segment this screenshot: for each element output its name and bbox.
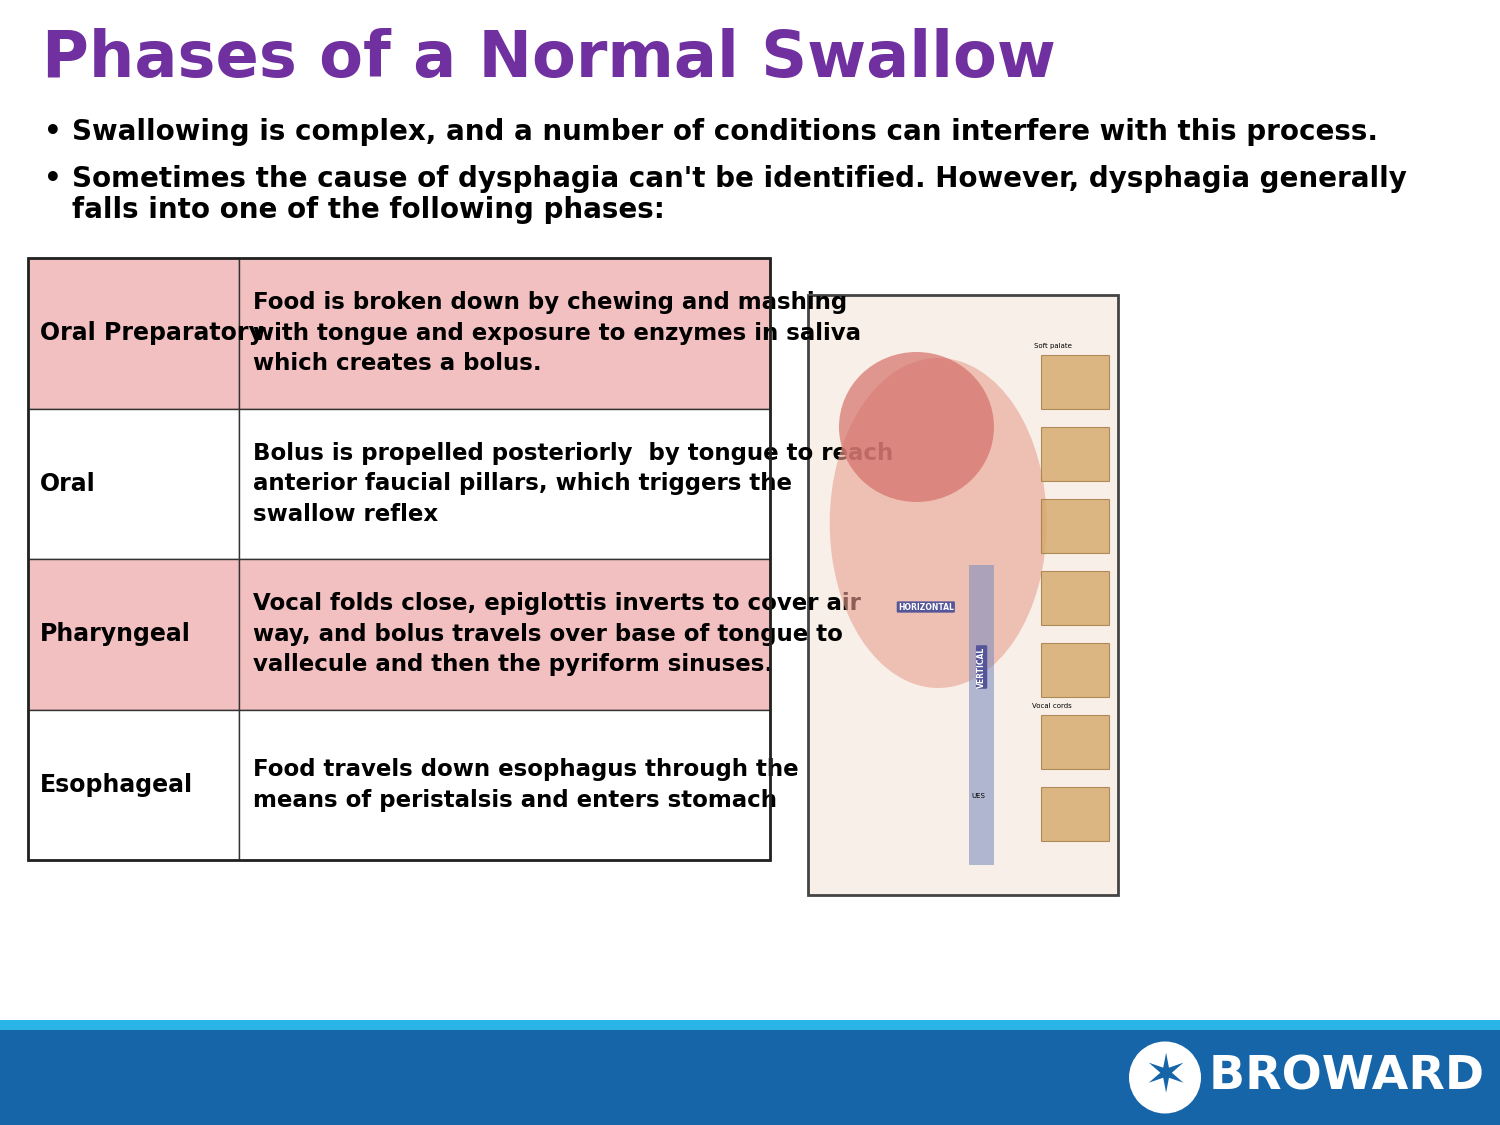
Bar [1041,500,1108,554]
Text: Esophageal: Esophageal [40,773,194,796]
Bar [1041,788,1108,842]
Text: UES: UES [972,793,986,799]
Ellipse shape [839,352,995,502]
Text: BROWARD HEALTH®: BROWARD HEALTH® [1209,1055,1500,1100]
Bar [240,258,770,408]
Ellipse shape [830,358,1047,688]
Bar [240,408,770,559]
Bar [1041,572,1108,626]
Text: ✶: ✶ [1143,1052,1186,1104]
Bar [0,1030,1500,1125]
Text: Bolus is propelled posteriorly  by tongue to reach
anterior faucial pillars, whi: Bolus is propelled posteriorly by tongue… [254,442,894,525]
Bar [969,565,994,865]
Bar [240,559,770,710]
Bar [1041,644,1108,698]
Text: falls into one of the following phases:: falls into one of the following phases: [72,196,664,224]
Text: Pharyngeal: Pharyngeal [40,622,190,646]
Text: HORIZONTAL: HORIZONTAL [898,603,954,612]
Text: Phases of a Normal Swallow: Phases of a Normal Swallow [42,28,1056,90]
Text: Oral: Oral [40,471,96,496]
Bar [28,710,240,860]
Bar [1041,356,1108,410]
Text: Soft palate: Soft palate [1034,343,1071,349]
Text: Food is broken down by chewing and mashing
with tongue and exposure to enzymes i: Food is broken down by chewing and mashi… [254,291,861,376]
Bar [1041,716,1108,770]
Text: Sometimes the cause of dysphagia can't be identified. However, dysphagia general: Sometimes the cause of dysphagia can't b… [72,165,1407,194]
Bar [28,258,770,860]
Bar [808,295,1118,896]
Bar [28,408,240,559]
Bar [28,258,240,408]
Text: Vocal cords: Vocal cords [1032,703,1071,709]
Bar [1041,428,1108,482]
Bar [240,710,770,860]
Text: Vocal folds close, epiglottis inverts to cover air
way, and bolus travels over b: Vocal folds close, epiglottis inverts to… [254,592,861,676]
Bar [0,1020,1500,1030]
Text: Swallowing is complex, and a number of conditions can interfere with this proces: Swallowing is complex, and a number of c… [72,118,1378,146]
Circle shape [1130,1042,1202,1114]
Text: •: • [44,165,62,194]
Text: VERTICAL: VERTICAL [976,647,986,687]
Text: •: • [44,118,62,146]
Bar [28,559,240,710]
Text: Food travels down esophagus through the
means of peristalsis and enters stomach: Food travels down esophagus through the … [254,758,800,811]
Text: Oral Preparatory: Oral Preparatory [40,322,264,345]
